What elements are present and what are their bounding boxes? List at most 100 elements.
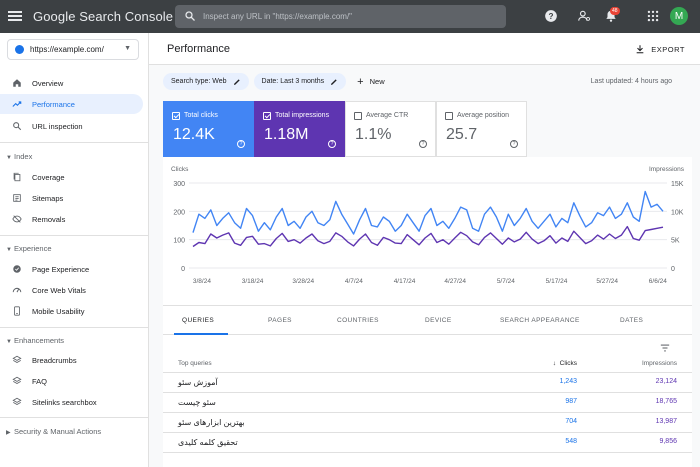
clicks-cell: 548: [565, 438, 577, 445]
metric-title: Total impressions: [275, 112, 329, 119]
sidebar-item-page-experience[interactable]: Page Experience: [0, 259, 143, 279]
metric-card-average-position[interactable]: Average position 25.7 ?: [436, 101, 527, 157]
sidebar-item-breadcrumbs[interactable]: Breadcrumbs: [0, 350, 143, 370]
section-experience-toggle[interactable]: ▼ Experience: [6, 244, 52, 253]
tab-device[interactable]: DEVICE: [425, 317, 452, 324]
x-tick-label: 3/28/24: [292, 278, 314, 285]
checkbox[interactable]: [263, 112, 271, 120]
impressions-cell: 9,856: [659, 438, 677, 445]
avatar[interactable]: M: [670, 7, 688, 25]
caret-down-icon: ▼: [6, 339, 14, 345]
header-clicks[interactable]: ↓ Clicks: [553, 360, 577, 367]
y-tick-label-left: 0: [181, 266, 185, 273]
tab-search-appearance[interactable]: SEARCH APPEARANCE: [500, 317, 580, 324]
help-icon[interactable]: ?: [237, 140, 245, 148]
globe-icon: [15, 45, 24, 54]
main-content: Performance EXPORT Search type: Web Date…: [149, 33, 700, 467]
section-enhancements-toggle[interactable]: ▼ Enhancements: [6, 336, 64, 345]
sidebar-item-label: Sitemaps: [32, 194, 63, 203]
section-title: Experience: [14, 244, 52, 253]
metric-card-total-impressions[interactable]: Total impressions 1.18M ?: [254, 101, 345, 157]
checkbox[interactable]: [172, 112, 180, 120]
sidebar-item-sitelinks-searchbox[interactable]: Sitelinks searchbox: [0, 392, 143, 412]
sidebar-item-performance[interactable]: Performance: [0, 94, 143, 114]
tab-pages[interactable]: PAGES: [268, 317, 292, 324]
help-icon[interactable]: ?: [328, 140, 336, 148]
impressions-cell: 13,987: [656, 418, 677, 425]
date-range-chip[interactable]: Date: Last 3 months: [254, 73, 347, 90]
sidebar-item-sitemaps[interactable]: Sitemaps: [0, 188, 143, 208]
metric-value: 1.18M: [264, 126, 308, 144]
metric-value: 25.7: [446, 126, 477, 144]
visibility-off-icon: [12, 214, 22, 224]
search-type-chip[interactable]: Search type: Web: [163, 73, 249, 90]
page-header: Performance EXPORT: [149, 33, 700, 65]
metric-card-average-ctr[interactable]: Average CTR 1.1% ?: [345, 101, 436, 157]
url-inspect-input[interactable]: [203, 8, 493, 25]
chevron-down-icon: ▼: [124, 45, 131, 52]
top-app-bar: Google Search Console ? 48 M: [0, 0, 700, 33]
arrow-down-icon: ↓: [553, 360, 560, 367]
app-title[interactable]: Google Search Console: [33, 9, 173, 24]
sidebar-item-mobile-usability[interactable]: Mobile Usability: [0, 301, 143, 321]
header-clicks-label: Clicks: [560, 360, 577, 367]
table-row[interactable]: تحقیق کلمه کلیدی 548 9,856: [163, 433, 692, 453]
help-icon[interactable]: ?: [510, 140, 518, 148]
metric-card-total-clicks[interactable]: Total clicks 12.4K ?: [163, 101, 254, 157]
metric-value: 12.4K: [173, 126, 215, 144]
y-tick-label-left: 100: [173, 238, 185, 245]
x-tick-label: 5/7/24: [497, 278, 515, 285]
menu-icon[interactable]: [8, 9, 22, 23]
export-button[interactable]: EXPORT: [635, 44, 685, 54]
y-tick-label-right: 10K: [671, 209, 684, 216]
impressions-cell: 23,124: [656, 378, 677, 385]
tab-dates[interactable]: DATES: [620, 317, 643, 324]
page-experience-icon: [12, 264, 22, 274]
clicks-cell: 987: [565, 398, 577, 405]
axis-label-right: Impressions: [649, 166, 685, 173]
checkbox[interactable]: [354, 112, 362, 120]
sidebar: https://example.com/ ▼ Overview Performa…: [0, 33, 149, 467]
section-security-toggle[interactable]: ▶ Security & Manual Actions: [6, 427, 101, 436]
notification-badge: 48: [610, 7, 620, 15]
filter-list-icon[interactable]: [660, 344, 670, 352]
property-selector[interactable]: https://example.com/ ▼: [7, 39, 139, 60]
header-impressions[interactable]: Impressions: [642, 360, 677, 367]
sidebar-item-label: Overview: [32, 79, 63, 88]
manage-accounts-icon[interactable]: [577, 9, 591, 23]
sidebar-item-label: Breadcrumbs: [32, 356, 77, 365]
sidebar-item-url-inspection[interactable]: URL inspection: [0, 116, 143, 136]
edit-icon: [330, 78, 338, 86]
apps-grid-icon[interactable]: [646, 9, 660, 23]
export-label: EXPORT: [651, 45, 685, 54]
section-index-toggle[interactable]: ▼ Index: [6, 152, 32, 161]
tab-queries[interactable]: QUERIES: [182, 317, 214, 324]
help-icon[interactable]: ?: [544, 9, 558, 23]
sidebar-item-coverage[interactable]: Coverage: [0, 167, 143, 187]
url-inspect-search[interactable]: [175, 5, 506, 28]
table-row[interactable]: آموزش سئو 1,243 23,124: [163, 373, 692, 393]
series-line-impressions: [193, 227, 663, 247]
download-icon: [635, 44, 645, 54]
tab-countries[interactable]: COUNTRIES: [337, 317, 379, 324]
trending-up-icon: [12, 99, 22, 109]
svg-text:?: ?: [549, 12, 554, 21]
layers-icon: [12, 376, 22, 386]
table-row[interactable]: بهترین ابزارهای سئو 704 13,987: [163, 413, 692, 433]
query-cell: آموزش سئو: [178, 378, 218, 387]
performance-chart[interactable]: 0 0 100 5K 200 10K 300 15K Clicks Impressions 3/8/…: [163, 157, 692, 305]
section-title: Enhancements: [14, 336, 64, 345]
table-row[interactable]: سئو چیست 987 18,765: [163, 393, 692, 413]
new-filter-button[interactable]: + New: [351, 73, 390, 90]
query-cell: سئو چیست: [178, 398, 216, 407]
sidebar-item-overview[interactable]: Overview: [0, 73, 143, 93]
x-tick-label: 3/18/24: [242, 278, 264, 285]
caret-down-icon: ▼: [6, 155, 14, 161]
sidebar-item-core-web-vitals[interactable]: Core Web Vitals: [0, 280, 143, 300]
sidebar-item-label: Coverage: [32, 173, 65, 182]
help-icon[interactable]: ?: [419, 140, 427, 148]
sidebar-item-faq[interactable]: FAQ: [0, 371, 143, 391]
sidebar-item-removals[interactable]: Removals: [0, 209, 143, 229]
checkbox[interactable]: [445, 112, 453, 120]
property-url: https://example.com/: [30, 45, 104, 54]
